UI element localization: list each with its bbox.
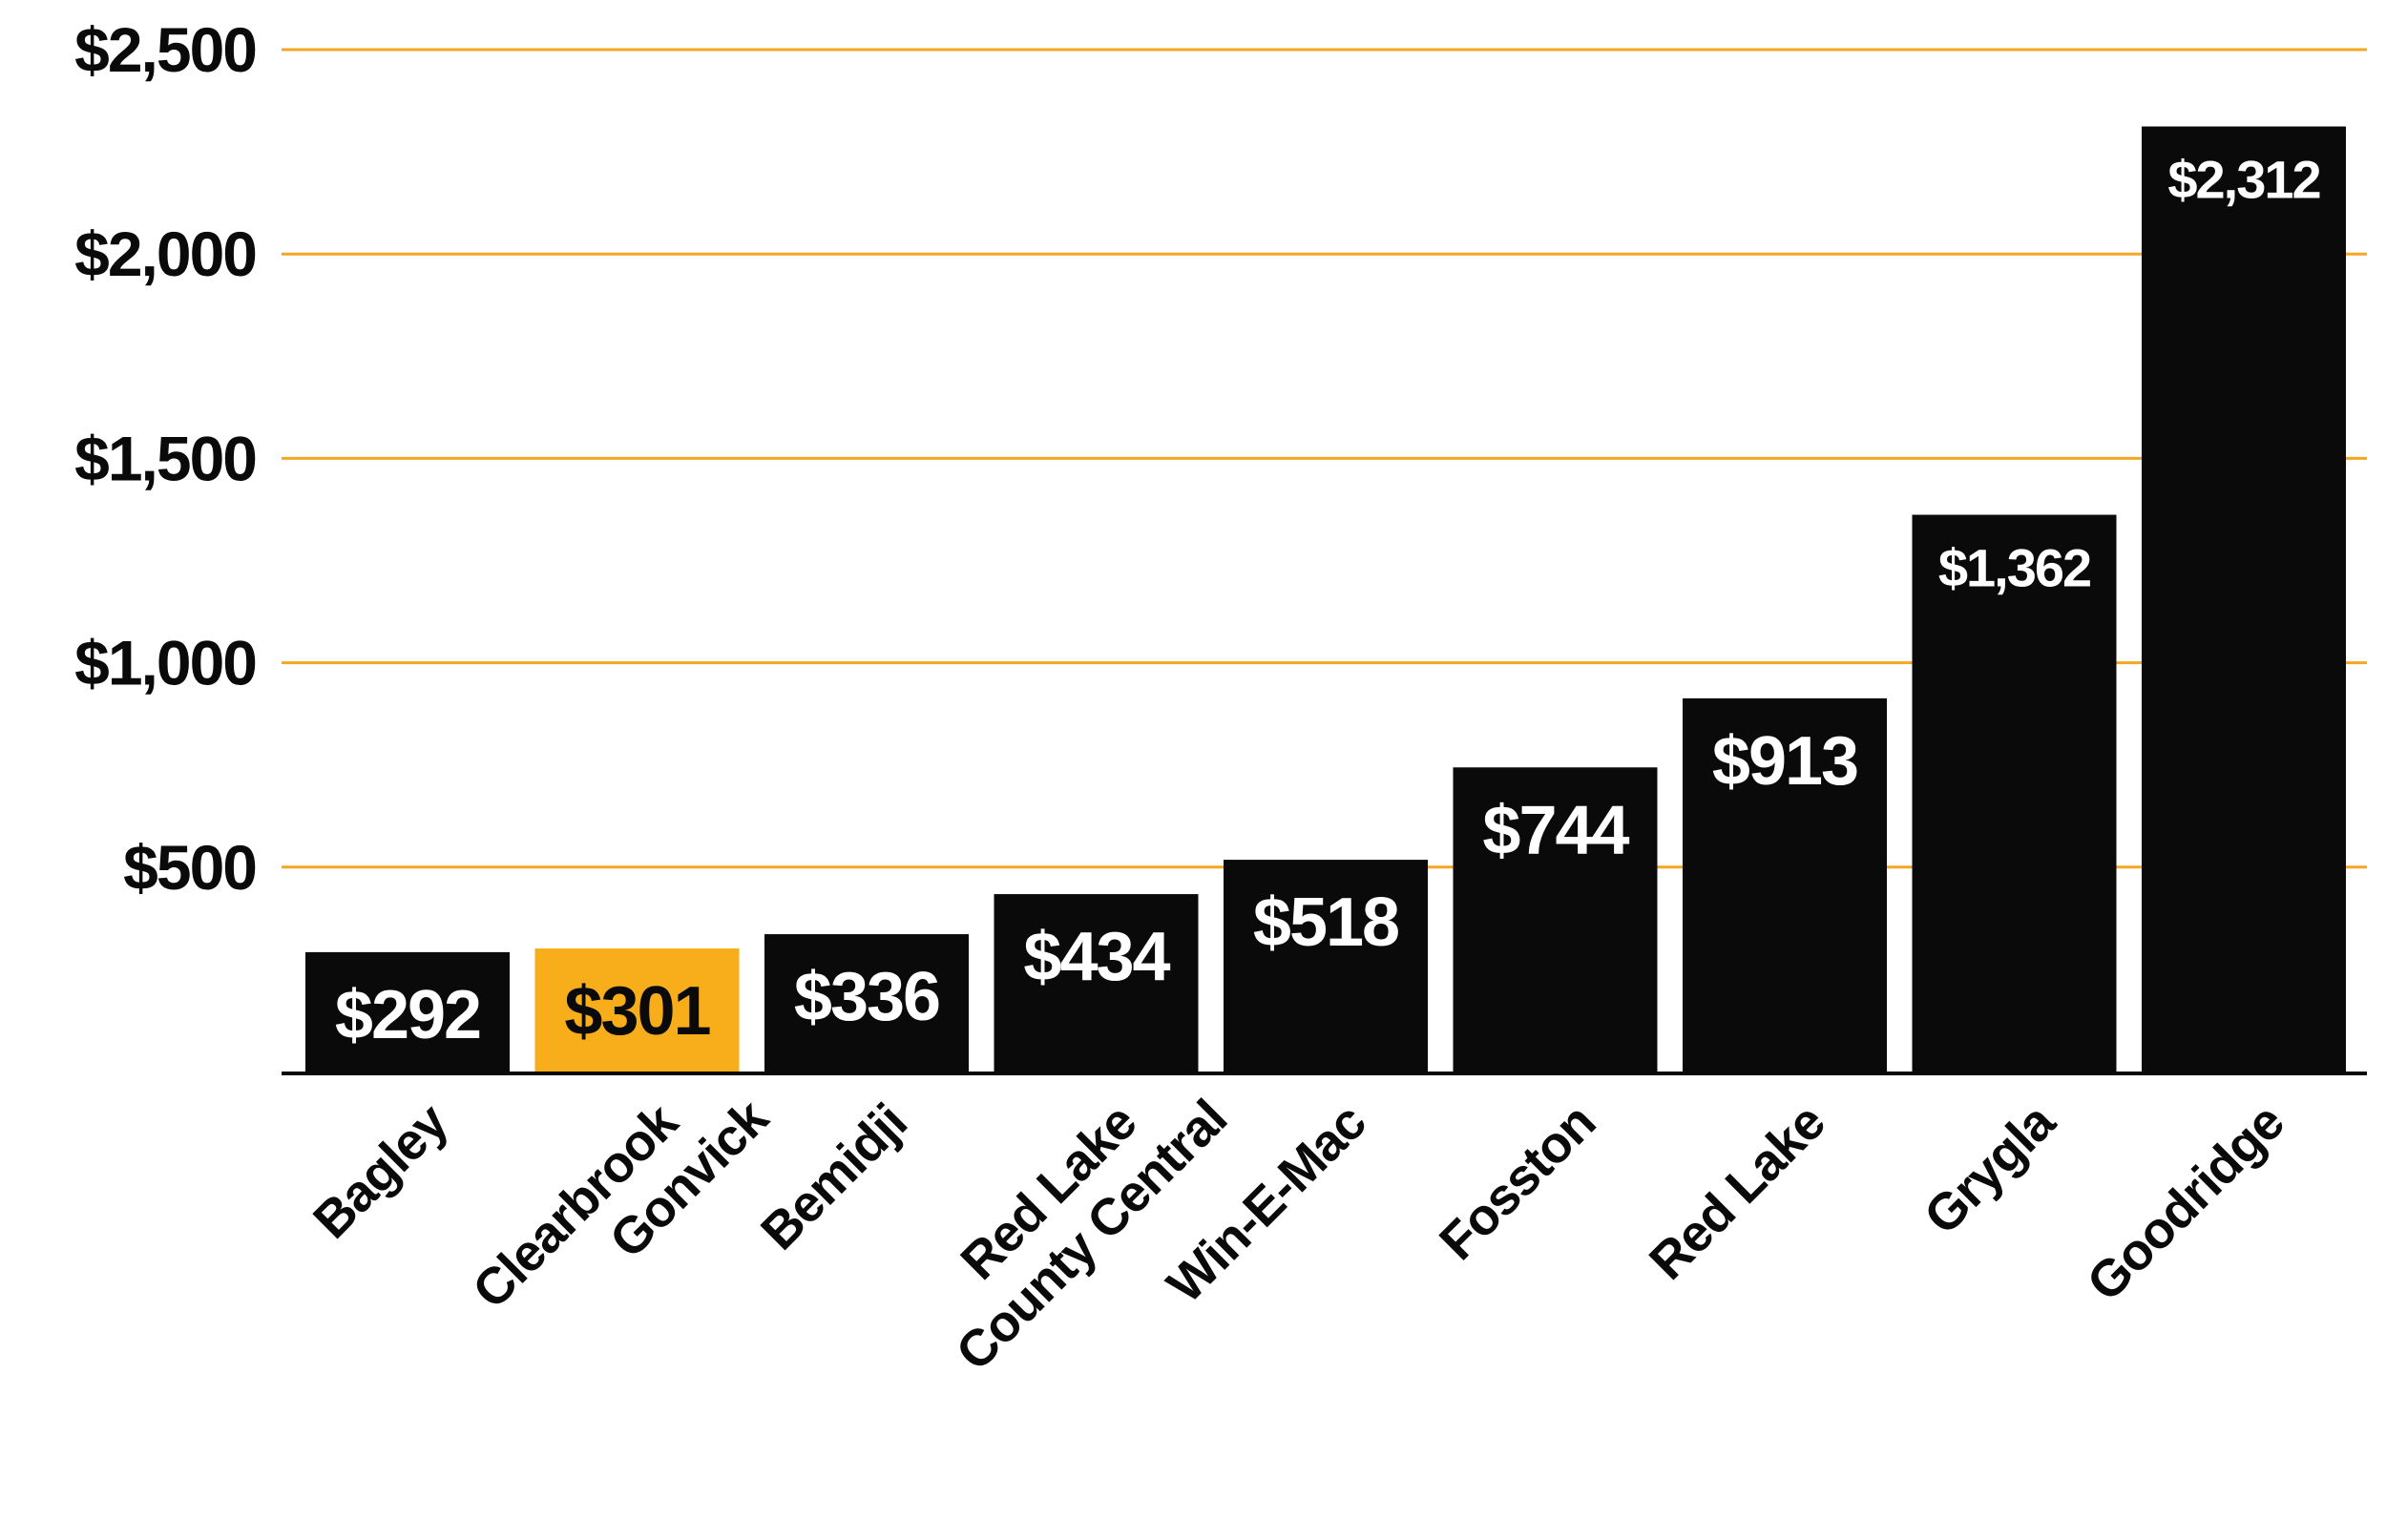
bar [764,934,969,1072]
data-label: $2,312 [2167,150,2319,210]
x-category-label: ClearbrookGonvick [462,1045,780,1363]
y-axis-tick-labels: $500 $1,000 $1,500 $2,000 $2,500 [74,14,258,903]
y-tick-label: $2,000 [74,219,256,289]
x-category-label: Goodridge [2076,1093,2294,1312]
x-category-label: Grygla [1914,1093,2067,1246]
bar-highlighted [534,948,740,1072]
y-tick-label: $1,500 [74,423,256,493]
bar [1453,767,1658,1072]
x-category-label: Fosston [1429,1093,1606,1271]
y-tick-label: $1,000 [74,628,256,698]
bars [305,126,2346,1072]
x-category-label: Red LakeCounty Central [902,1047,1237,1382]
bar [2142,126,2346,1072]
bar [1224,860,1428,1072]
y-tick-label: $2,500 [74,14,256,85]
bar [1912,514,2117,1072]
data-label: $518 [1253,884,1398,961]
data-label: $913 [1712,723,1857,800]
data-label: $1,362 [1938,538,2090,598]
data-label: $292 [335,977,480,1053]
data-labels: $292 $301 $336 $434 $518 $744 $913 $1,362 $2,312 [335,150,2322,1053]
x-category-label: Bagley [303,1093,459,1249]
x-category-label: Bemidji [750,1093,917,1260]
bar [994,894,1199,1072]
data-label: $434 [1023,919,1170,995]
bar [305,951,510,1072]
bar [1683,697,1887,1072]
y-tick-label: $500 [123,832,256,903]
data-label: $336 [794,959,939,1035]
x-category-label: Red Lake [1639,1093,1836,1291]
data-label: $744 [1482,792,1629,868]
data-label: $301 [564,973,710,1050]
